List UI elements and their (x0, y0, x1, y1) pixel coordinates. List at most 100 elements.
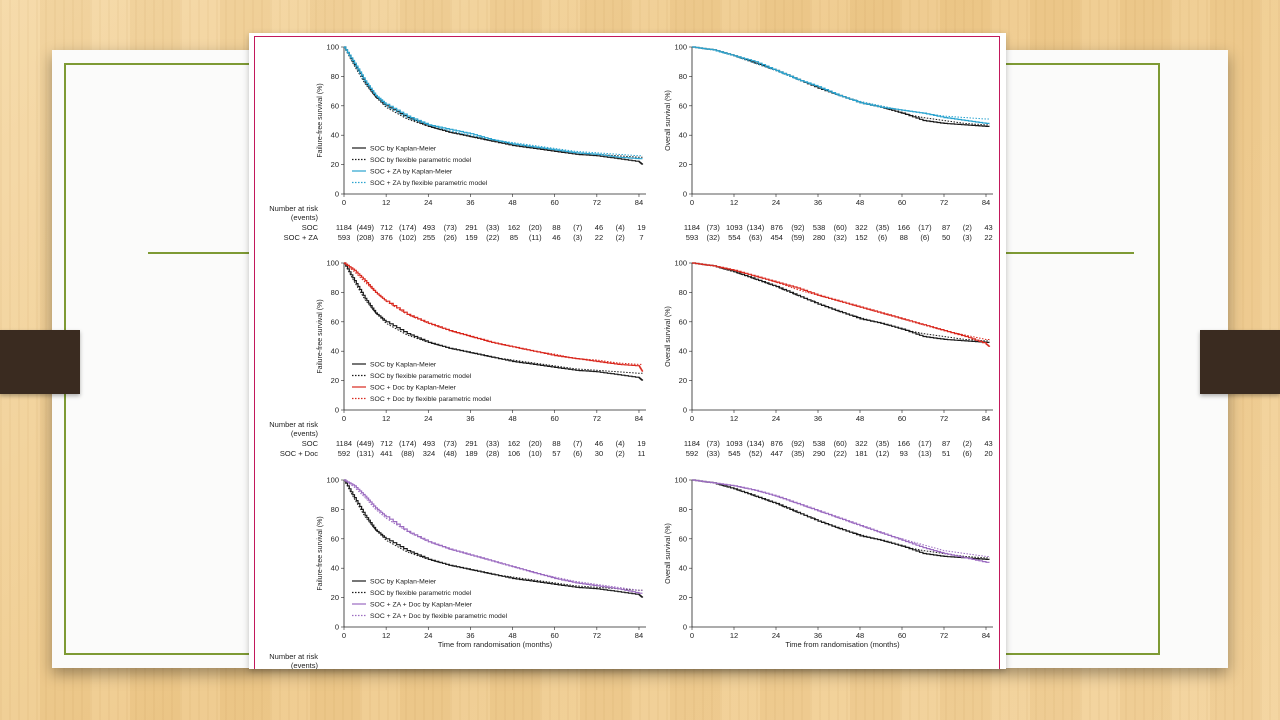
risk-cell: 447 (770, 449, 783, 458)
risk-cell: (35) (791, 449, 805, 458)
y-tick-label: 60 (679, 534, 687, 543)
x-tick-label: 36 (814, 414, 822, 423)
y-tick-label: 0 (335, 190, 339, 199)
side-tab-right (1200, 330, 1280, 394)
risk-cell: (6) (878, 233, 888, 242)
side-tab-left (0, 330, 80, 394)
risk-cell: (6) (573, 449, 583, 458)
risk-cell: (60) (834, 439, 848, 448)
x-tick-label: 60 (551, 414, 559, 423)
risk-cell: (174) (399, 439, 417, 448)
x-axis-label: Time from randomisation (months) (438, 640, 553, 649)
risk-cell: 592 (686, 449, 699, 458)
risk-cell: (33) (486, 223, 500, 232)
risk-cell: (35) (876, 439, 890, 448)
y-tick-label: 20 (679, 160, 687, 169)
y-tick-label: 0 (335, 406, 339, 415)
x-tick-label: 72 (940, 631, 948, 640)
risk-cell: (6) (920, 233, 930, 242)
risk-table-0: Number at risk(events)SOC 1184 (449) 712 (17… (269, 204, 992, 242)
risk-cell: 376 (380, 233, 393, 242)
title-rule-right (1004, 252, 1134, 254)
risk-cell: 493 (423, 439, 436, 448)
risk-cell: 1184 (684, 223, 700, 232)
risk-cell: (7) (573, 223, 583, 232)
risk-cell: (4) (616, 439, 626, 448)
risk-cell: (48) (444, 449, 458, 458)
risk-cell: 46 (595, 439, 603, 448)
risk-cell: 538 (813, 223, 826, 232)
y-tick-label: 0 (683, 190, 687, 199)
x-tick-label: 24 (772, 198, 780, 207)
x-tick-label: 0 (342, 414, 346, 423)
risk-cell: 88 (552, 439, 560, 448)
risk-cell: (449) (356, 223, 374, 232)
risk-cell: 441 (380, 449, 393, 458)
risk-cell: 290 (813, 449, 826, 458)
risk-cell: (6) (963, 449, 973, 458)
y-tick-label: 20 (331, 593, 339, 602)
risk-cell: (10) (529, 449, 543, 458)
x-tick-label: 0 (342, 631, 346, 640)
risk-cell: 11 (638, 449, 646, 458)
risk-cell: (134) (747, 439, 765, 448)
risk-row-label: SOC (302, 439, 319, 448)
risk-cell: 255 (423, 233, 436, 242)
risk-cell: 22 (984, 233, 992, 242)
risk-header-events: (events) (291, 429, 319, 438)
legend-label: SOC + Doc by flexible parametric model (370, 396, 492, 403)
legend-label: SOC + ZA by Kaplan-Meier (370, 168, 453, 175)
risk-cell: 324 (423, 449, 436, 458)
risk-cell: 545 (728, 449, 741, 458)
x-tick-label: 0 (690, 631, 694, 640)
risk-cell: 166 (898, 439, 911, 448)
risk-cell: (449) (356, 439, 374, 448)
risk-cell: (12) (876, 449, 890, 458)
x-tick-label: 60 (551, 198, 559, 207)
risk-cell: (11) (529, 233, 542, 242)
x-tick-label: 12 (382, 631, 390, 640)
risk-cell: 876 (770, 439, 783, 448)
risk-row-label: SOC (302, 223, 319, 232)
risk-cell: 1184 (684, 439, 700, 448)
risk-cell: (60) (834, 223, 848, 232)
risk-cell: (73) (444, 439, 458, 448)
x-tick-label: 24 (424, 198, 432, 207)
x-tick-label: 84 (635, 414, 643, 423)
risk-cell: 46 (595, 223, 603, 232)
x-tick-label: 84 (982, 414, 990, 423)
y-tick-label: 0 (335, 623, 339, 632)
y-tick-label: 80 (679, 288, 687, 297)
y-tick-label: 0 (683, 406, 687, 415)
x-tick-label: 72 (940, 414, 948, 423)
risk-cell: 1093 (726, 439, 743, 448)
risk-cell: (2) (616, 233, 626, 242)
risk-cell: (2) (963, 439, 973, 448)
y-axis-label: Failure-free survival (%) (317, 516, 324, 590)
y-tick-label: 100 (674, 43, 687, 52)
risk-cell: (73) (444, 223, 458, 232)
risk-cell: (52) (749, 449, 763, 458)
y-tick-label: 20 (679, 376, 687, 385)
x-tick-label: 48 (508, 198, 516, 207)
figure-border (254, 36, 1000, 669)
x-tick-label: 12 (730, 414, 738, 423)
y-tick-label: 60 (331, 317, 339, 326)
risk-cell: 93 (900, 449, 908, 458)
risk-cell: 50 (942, 233, 950, 242)
x-tick-label: 84 (982, 631, 990, 640)
y-tick-label: 80 (331, 72, 339, 81)
risk-cell: 152 (855, 233, 868, 242)
risk-cell: (20) (529, 439, 543, 448)
risk-cell: 593 (338, 233, 351, 242)
risk-cell: 51 (942, 449, 950, 458)
x-tick-label: 48 (856, 631, 864, 640)
series-line-1 (343, 479, 643, 591)
x-tick-label: 72 (593, 414, 601, 423)
risk-cell: 592 (338, 449, 351, 458)
legend-label: SOC by Kaplan-Meier (370, 145, 437, 152)
x-tick-label: 12 (730, 631, 738, 640)
x-tick-label: 84 (982, 198, 990, 207)
risk-cell: 493 (423, 223, 436, 232)
risk-cell: (33) (707, 449, 721, 458)
